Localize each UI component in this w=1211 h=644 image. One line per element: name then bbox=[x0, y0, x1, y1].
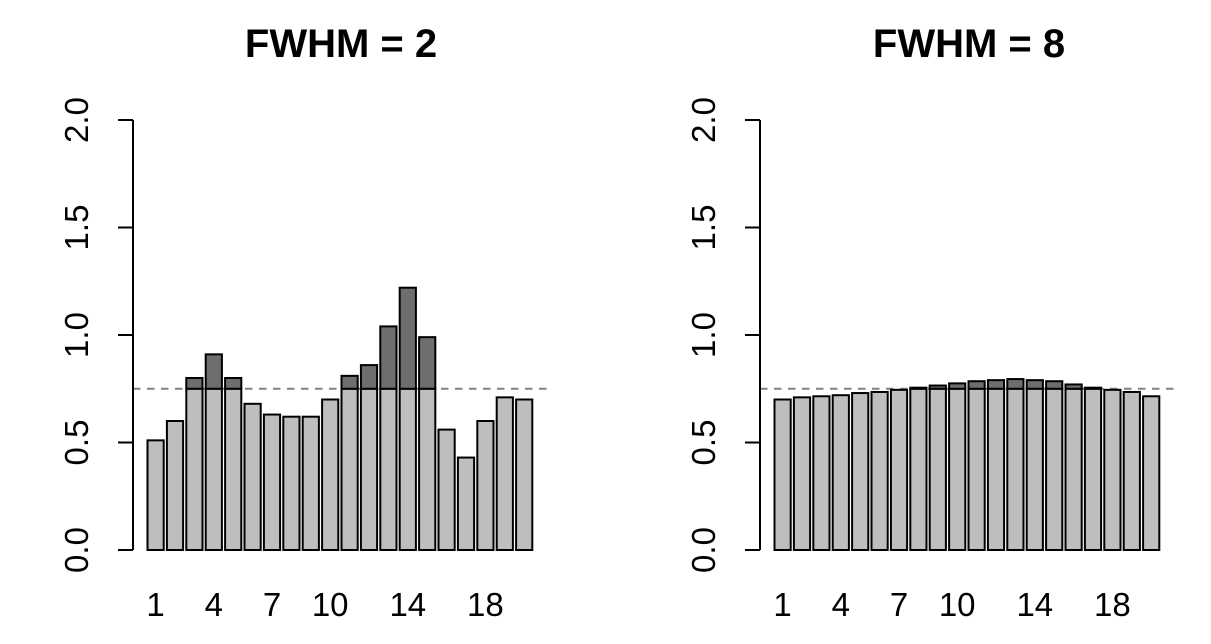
bar bbox=[870, 390, 889, 551]
bar bbox=[773, 398, 792, 551]
y-tick-label: 0.5 bbox=[58, 420, 95, 466]
y-tick-label: 2.0 bbox=[685, 97, 722, 143]
y-tick-label: 1.5 bbox=[685, 205, 722, 251]
bar-overflow-segment bbox=[359, 364, 379, 390]
bar bbox=[1006, 387, 1025, 551]
x-tick-label: 14 bbox=[389, 586, 426, 623]
bar bbox=[792, 396, 812, 551]
bar-overflow-segment bbox=[948, 382, 967, 390]
bar bbox=[185, 387, 204, 551]
bar bbox=[476, 420, 495, 551]
x-tick-label: 10 bbox=[312, 586, 349, 623]
bar bbox=[515, 398, 534, 551]
bar bbox=[967, 387, 986, 551]
y-tick-label: 0.0 bbox=[685, 527, 722, 573]
bar bbox=[282, 415, 301, 552]
bar bbox=[204, 387, 223, 551]
bar bbox=[1142, 395, 1161, 551]
bar bbox=[928, 387, 947, 551]
bar bbox=[1025, 387, 1044, 551]
bar bbox=[1122, 390, 1141, 551]
x-tick-label: 1 bbox=[773, 586, 791, 623]
bar bbox=[243, 402, 262, 551]
left-chart-title: FWHM = 2 bbox=[244, 22, 438, 66]
bar bbox=[418, 387, 437, 551]
y-tick-label: 1.5 bbox=[58, 205, 95, 251]
bar-overflow-segment bbox=[928, 384, 947, 390]
bar-overflow-segment bbox=[204, 353, 223, 390]
bar bbox=[321, 398, 340, 551]
bar bbox=[262, 413, 282, 551]
right-chart-title: FWHM = 8 bbox=[872, 22, 1066, 66]
y-tick-label: 0.5 bbox=[685, 420, 722, 466]
bar bbox=[948, 387, 967, 551]
bar-overflow-segment bbox=[1083, 386, 1103, 390]
x-tick-label: 10 bbox=[939, 586, 976, 623]
x-tick-label: 7 bbox=[890, 586, 908, 623]
x-tick-label: 7 bbox=[263, 586, 281, 623]
bar bbox=[398, 387, 417, 551]
bar bbox=[301, 415, 320, 552]
x-tick-label: 14 bbox=[1016, 586, 1053, 623]
bar bbox=[831, 394, 850, 552]
bar-overflow-segment bbox=[379, 325, 398, 390]
bar-overflow-segment bbox=[986, 379, 1006, 390]
bar bbox=[359, 387, 379, 551]
bar-overflow-segment bbox=[967, 380, 986, 390]
bar-overflow-segment bbox=[340, 374, 359, 390]
bar bbox=[340, 387, 359, 551]
bar bbox=[224, 387, 243, 551]
x-tick-label: 4 bbox=[832, 586, 850, 623]
bar-overflow-segment bbox=[224, 377, 243, 390]
bar-overflow-segment bbox=[185, 377, 204, 390]
bar-overflow-segment bbox=[1006, 378, 1025, 390]
bar bbox=[1064, 387, 1083, 551]
y-tick-label: 1.0 bbox=[685, 312, 722, 358]
bar-overflow-segment bbox=[909, 386, 928, 390]
bar-overflow-segment bbox=[1064, 383, 1083, 390]
bar bbox=[812, 395, 831, 551]
bar bbox=[165, 420, 185, 551]
x-tick-label: 18 bbox=[467, 586, 504, 623]
bar-overflow-segment bbox=[1025, 379, 1044, 390]
bar bbox=[437, 428, 456, 552]
bar bbox=[1083, 387, 1103, 551]
x-tick-label: 18 bbox=[1094, 586, 1131, 623]
bar bbox=[851, 392, 870, 551]
bar-overflow-segment bbox=[398, 286, 417, 390]
bar bbox=[1103, 388, 1122, 552]
y-tick-label: 2.0 bbox=[58, 97, 95, 143]
bar bbox=[1045, 387, 1064, 551]
bar-overflow-segment bbox=[1045, 380, 1064, 390]
bar bbox=[889, 388, 909, 552]
bar bbox=[379, 387, 398, 551]
bar bbox=[146, 439, 165, 552]
y-tick-label: 0.0 bbox=[58, 527, 95, 573]
bar-overflow-segment bbox=[418, 336, 437, 390]
bar bbox=[495, 396, 514, 551]
bar bbox=[909, 387, 928, 551]
x-tick-label: 4 bbox=[205, 586, 223, 623]
bar bbox=[986, 387, 1006, 551]
y-tick-label: 1.0 bbox=[58, 312, 95, 358]
bar bbox=[456, 456, 476, 551]
x-tick-label: 1 bbox=[146, 586, 164, 623]
